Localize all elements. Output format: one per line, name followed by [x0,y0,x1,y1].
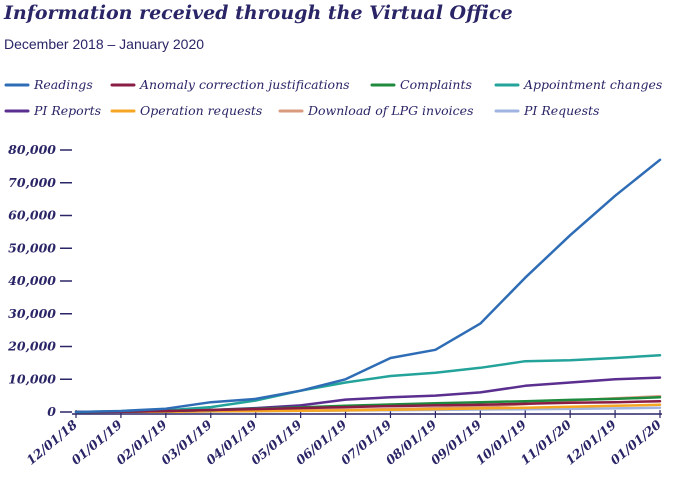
legend-item-readings: Readings [4,77,93,92]
legend-label: Operation requests [140,103,262,118]
legend: Readings Anomaly correction justification… [4,77,662,118]
series-lines [74,158,662,414]
legend-label: PI Requests [523,103,599,118]
x-axis: 12/01/1801/01/1902/01/1903/01/1904/01/19… [23,410,664,468]
y-tick-label: 10,000 [8,371,56,386]
legend-item-pi-requests: PI Requests [494,103,599,118]
legend-item-complaints: Complaints [370,77,472,92]
x-tick-label: 01/01/20 [607,417,664,468]
y-tick-label: 30,000 [8,306,56,321]
y-tick-label: 40,000 [8,273,56,288]
legend-item-operation-requests: Operation requests [110,103,262,118]
legend-label: Appointment changes [523,77,662,92]
y-tick-label: 80,000 [8,142,56,157]
legend-label: Readings [33,77,93,92]
legend-item-anomaly-correction-justifications: Anomaly correction justifications [110,77,350,92]
legend-item-pi-reports: PI Reports [4,103,101,118]
series-line-anomaly-correction-justifications [74,399,662,414]
y-tick-label: 70,000 [8,175,56,190]
legend-label: Anomaly correction justifications [139,77,350,92]
chart-title: Information received through the Virtual… [4,2,513,24]
legend-label: Download of LPG invoices [307,103,474,118]
legend-label: Complaints [400,77,472,92]
legend-label: PI Reports [33,103,101,118]
series-line-readings [74,158,662,414]
y-tick-label: 50,000 [8,240,56,255]
y-axis: 0 10,000 20,000 30,000 40,000 50,000 60,000 70,… [7,142,72,419]
y-tick-label: 20,000 [7,339,56,354]
legend-item-appointment-changes: Appointment changes [494,77,662,92]
y-tick-label: 60,000 [8,208,56,223]
y-tick-label: 0 [47,404,56,419]
legend-item-download-of-lpg-invoices: Download of LPG invoices [278,103,474,118]
chart-subtitle: December 2018 – January 2020 [4,36,205,52]
